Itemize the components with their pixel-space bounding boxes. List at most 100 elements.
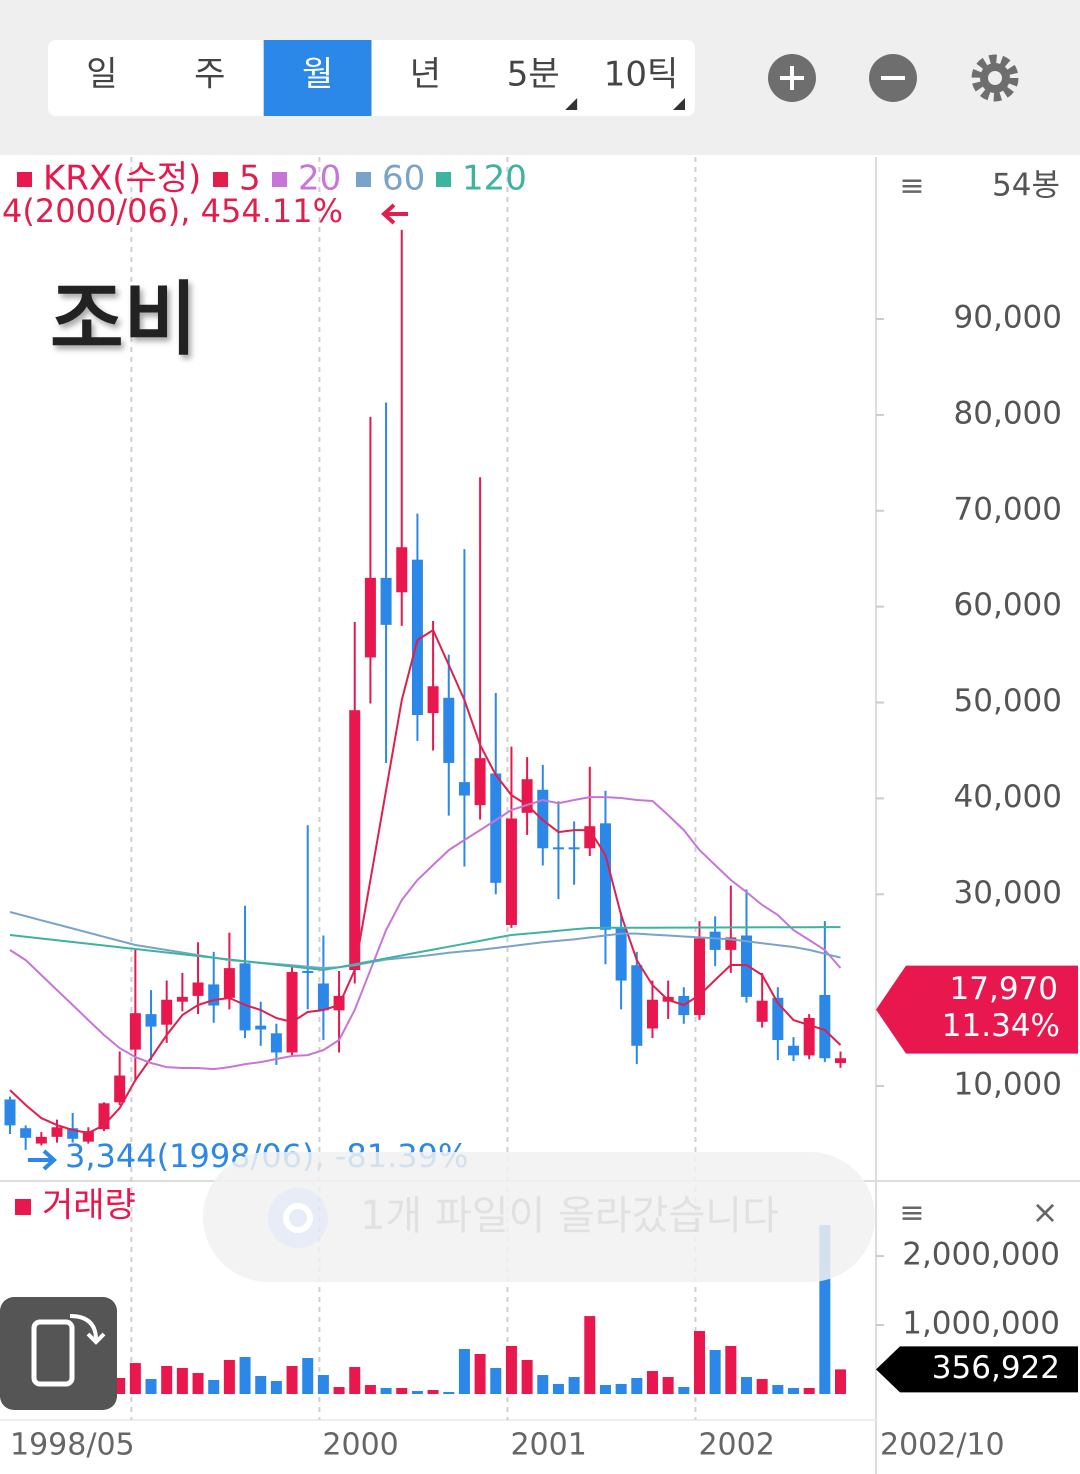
volume-bar	[772, 1385, 784, 1394]
candle-body	[364, 577, 376, 658]
volume-bar	[458, 1349, 470, 1394]
legend-swatch	[356, 172, 371, 187]
volume-bar	[239, 1357, 251, 1394]
volume-bar	[521, 1359, 533, 1394]
volume-bar	[788, 1387, 799, 1394]
candle-body	[584, 826, 596, 849]
zoom-in-button[interactable]	[768, 54, 816, 102]
candle-body	[161, 999, 173, 1025]
volume-bar	[725, 1345, 737, 1394]
candle-body	[239, 963, 251, 1031]
volume-bar	[599, 1385, 611, 1394]
volume-bar	[176, 1367, 188, 1394]
min-arrow	[28, 1149, 57, 1171]
x-tick-label: 1998/05	[10, 1428, 135, 1463]
volume-bar	[474, 1353, 486, 1394]
volume-bar	[709, 1349, 721, 1394]
volume-bar	[302, 1357, 314, 1394]
volume-bar	[145, 1379, 157, 1394]
volume-bar	[646, 1371, 658, 1394]
volume-bar	[286, 1365, 298, 1394]
y-tick-label: 40,000	[954, 779, 1062, 815]
candle-body	[568, 847, 580, 850]
candle-body	[835, 1058, 847, 1064]
candle-body	[803, 1017, 815, 1056]
tab[interactable]: 일	[86, 55, 117, 95]
volume-bar	[114, 1377, 126, 1394]
tab[interactable]: 10틱	[604, 55, 679, 95]
volume-bar	[803, 1387, 815, 1394]
volume-bar	[693, 1331, 705, 1394]
volume-close[interactable]: ×	[1032, 1193, 1059, 1231]
x-tick-label: 2000	[322, 1428, 398, 1463]
volume-bar	[490, 1367, 502, 1394]
volume-menu-icon[interactable]: ≡	[899, 1196, 924, 1231]
candle-body	[599, 823, 611, 930]
candle-body	[114, 1075, 126, 1103]
volume-bar	[552, 1383, 564, 1394]
legend: KRX(수정) 5 20 60 120	[17, 159, 527, 199]
dropdown-mark	[565, 98, 578, 110]
legend-label: 120	[462, 159, 527, 199]
zoom-out-button[interactable]	[869, 54, 917, 102]
toast: 1개 파일이 올라갔습니다	[203, 1152, 875, 1282]
axes: 1998/05 2000 2001 2002 2002/10 10,000 30,000 40…	[10, 300, 1078, 1463]
tab[interactable]: 월	[302, 55, 333, 95]
moving-average-line	[9, 796, 842, 1071]
y-tick-label: 60,000	[954, 587, 1062, 623]
tab[interactable]: 년	[410, 55, 441, 95]
x-tick-label: 2001	[510, 1428, 586, 1463]
stock-name: 조비	[50, 273, 197, 366]
volume-bar	[129, 1363, 141, 1394]
last-volume-marker	[876, 1346, 1078, 1393]
x-tick-label: 2002/10	[880, 1428, 1005, 1463]
candle-body	[458, 782, 470, 796]
current-price-label: 17,970	[950, 971, 1058, 1007]
candle-body	[396, 547, 408, 593]
menu-icon[interactable]: ≡	[899, 169, 924, 204]
volume-bar	[349, 1367, 361, 1394]
candle-body	[411, 559, 423, 715]
legend-swatch	[213, 172, 228, 187]
volume-bar	[537, 1375, 549, 1394]
dropdown-mark	[673, 98, 685, 110]
volume-bar	[411, 1391, 423, 1394]
volume-bar	[678, 1387, 690, 1394]
candle-body	[709, 931, 721, 950]
volume-bar	[380, 1387, 392, 1394]
last-volume-label: 356,922	[932, 1350, 1060, 1386]
candle-body	[521, 779, 533, 813]
y-tick-label: 80,000	[954, 395, 1062, 431]
candle-body	[552, 847, 564, 850]
volume-bar	[615, 1383, 627, 1394]
settings-button[interactable]	[971, 54, 1019, 102]
volume-y-tick-label: 1,000,000	[902, 1306, 1060, 1342]
candle-body	[756, 1000, 768, 1022]
legend-label: KRX(수정)	[43, 159, 201, 199]
volume-legend: 거래량	[42, 1186, 136, 1226]
rotate-button[interactable]	[0, 1297, 117, 1410]
volume-y-tick-label: 2,000,000	[902, 1237, 1060, 1273]
candle-body	[380, 577, 392, 625]
moving-average-line	[9, 911, 841, 970]
candle-body	[192, 982, 204, 996]
volume-bar	[568, 1377, 580, 1394]
tab-active-bg	[263, 40, 372, 116]
volume-bar	[662, 1377, 674, 1394]
candle-body	[772, 997, 784, 1041]
tab-group: 일 주 월 년 5분 10틱	[86, 40, 685, 116]
candle-body	[129, 1013, 141, 1050]
tab[interactable]: 5분	[507, 55, 560, 95]
candle-body	[223, 968, 235, 998]
candle-body	[631, 965, 643, 1046]
candle-body	[505, 818, 517, 925]
candle-body	[67, 1128, 79, 1139]
y-tick-label: 90,000	[954, 300, 1062, 336]
candle-body	[474, 758, 486, 806]
legend-swatch	[272, 172, 287, 187]
volume-bar	[223, 1359, 235, 1394]
tab[interactable]: 주	[194, 55, 225, 95]
candle-body	[270, 1033, 282, 1053]
y-tick-label: 30,000	[954, 875, 1062, 911]
